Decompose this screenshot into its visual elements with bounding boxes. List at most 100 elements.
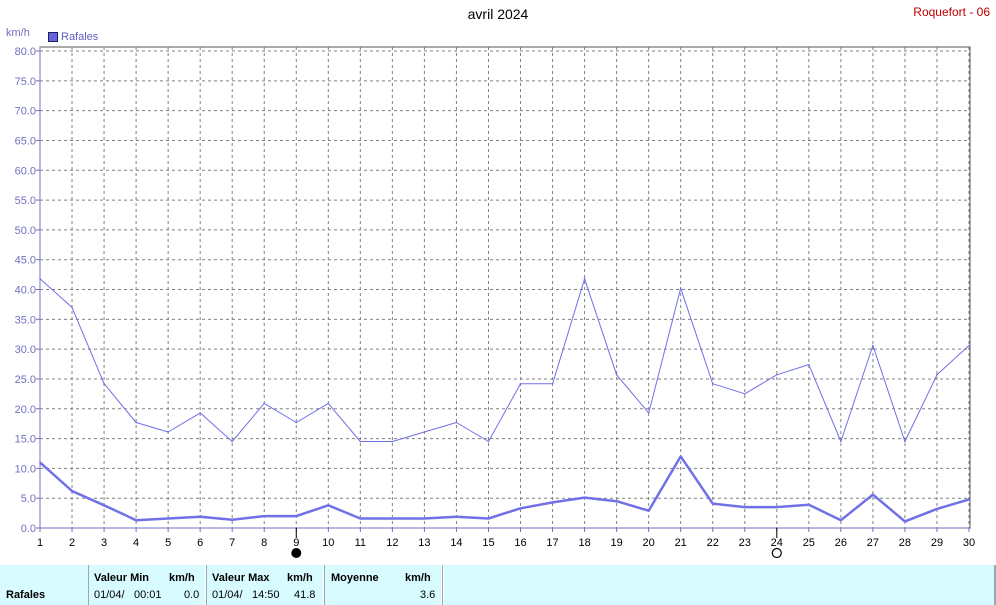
data-point xyxy=(711,502,714,505)
y-tick-label: 45.0 xyxy=(15,255,36,267)
data-point xyxy=(327,504,330,507)
data-point xyxy=(487,517,490,520)
y-tick-label: 70.0 xyxy=(15,106,36,118)
data-point xyxy=(199,412,201,414)
data-point xyxy=(231,440,234,443)
x-tick-label: 14 xyxy=(450,537,462,549)
series-line-rafales xyxy=(39,278,970,442)
data-point xyxy=(327,402,330,405)
data-point xyxy=(135,421,137,424)
x-tick-label: 27 xyxy=(867,537,879,549)
data-point xyxy=(359,440,362,443)
data-point xyxy=(936,373,938,376)
data-point xyxy=(872,344,874,347)
x-tick-label: 13 xyxy=(418,537,430,549)
y-tick-label: 35.0 xyxy=(15,314,36,326)
x-tick-label: 15 xyxy=(482,537,494,549)
x-tick-label: 1 xyxy=(37,537,43,549)
data-point xyxy=(615,500,618,502)
data-point xyxy=(71,306,73,309)
x-tick-label: 4 xyxy=(133,537,139,549)
x-tick-label: 2 xyxy=(69,537,75,549)
y-tick-label: 80.0 xyxy=(15,46,36,58)
data-point xyxy=(647,412,650,414)
y-axis-unit: km/h xyxy=(6,27,30,39)
x-tick-label: 23 xyxy=(739,537,751,549)
grid-layer xyxy=(39,46,971,529)
data-point xyxy=(455,515,458,518)
x-tick-label: 8 xyxy=(261,537,267,549)
max-unit: km/h xyxy=(287,572,313,584)
data-point xyxy=(936,508,938,510)
x-tick-label: 7 xyxy=(229,537,235,549)
x-tick-label: 24 xyxy=(771,537,783,549)
legend-swatch xyxy=(48,32,58,42)
data-point xyxy=(391,517,394,520)
data-point xyxy=(583,277,586,280)
x-tick-label: 29 xyxy=(931,537,943,549)
x-tick-label: 9 xyxy=(293,537,299,549)
data-point xyxy=(263,402,266,405)
data-point xyxy=(679,455,682,458)
data-point xyxy=(263,515,266,517)
data-point xyxy=(551,382,554,385)
y-tick-label: 20.0 xyxy=(15,404,36,416)
x-axis: 1 2 3 4 5 6 7 8 9 10 11 12 13 14 15 16 17 18 19 20 21 22 23 24 2… xyxy=(37,527,975,549)
data-point xyxy=(743,506,746,508)
x-tick-label: 20 xyxy=(643,537,655,549)
full-moon-icon xyxy=(771,547,782,559)
x-tick-label: 12 xyxy=(386,537,398,549)
stats-min-cell: Valeur Min km/h 01/04/ 00:01 0.0 xyxy=(88,565,206,605)
y-tick-label: 30.0 xyxy=(15,344,36,356)
data-point xyxy=(167,431,169,433)
new-moon-icon xyxy=(291,548,302,558)
min-date: 01/04/ xyxy=(94,589,125,601)
y-tick-label: 5.0 xyxy=(21,493,36,505)
x-tick-label: 3 xyxy=(101,537,107,549)
x-tick-label: 26 xyxy=(835,537,847,549)
avg-unit: km/h xyxy=(405,572,431,584)
wind-gust-chart: 0.0 5.0 10.0 15.0 20.0 25.0 30.0 35.0 40.0 45.0 50… xyxy=(15,46,975,559)
data-point xyxy=(295,515,298,517)
data-point xyxy=(167,517,169,520)
moon-phase-markers xyxy=(291,528,782,559)
legend: Rafales xyxy=(48,31,98,43)
station-name: Roquefort - 06 xyxy=(913,5,990,19)
data-point xyxy=(519,382,522,385)
y-tick-label: 75.0 xyxy=(15,76,36,88)
data-point xyxy=(647,509,650,512)
stats-avg-cell: Moyenne km/h 3.6 xyxy=(324,565,442,605)
x-tick-label: 11 xyxy=(355,537,366,549)
data-point xyxy=(904,520,906,523)
data-point xyxy=(103,382,105,385)
stats-max-cell: Valeur Max km/h 01/04/ 14:50 41.8 xyxy=(206,565,324,605)
data-point xyxy=(231,518,234,521)
data-point xyxy=(39,461,41,464)
legend-label: Rafales xyxy=(61,31,99,43)
y-tick-label: 50.0 xyxy=(15,225,36,237)
data-point xyxy=(775,373,778,376)
plot-frame xyxy=(39,46,971,529)
data-point xyxy=(487,440,490,443)
y-tick-label: 25.0 xyxy=(15,374,36,386)
series-line-series-2 xyxy=(39,455,970,523)
y-tick-label: 60.0 xyxy=(15,165,36,177)
data-point xyxy=(423,517,426,520)
stats-right-border xyxy=(994,565,996,605)
x-tick-label: 30 xyxy=(963,537,975,549)
x-tick-label: 6 xyxy=(197,537,203,549)
max-header: Valeur Max xyxy=(212,572,270,584)
x-tick-label: 16 xyxy=(514,537,526,549)
avg-value: 3.6 xyxy=(420,589,436,601)
data-point xyxy=(135,519,137,522)
data-point xyxy=(808,503,810,506)
stats-divider xyxy=(442,565,444,605)
data-point xyxy=(711,382,714,385)
data-point xyxy=(775,506,778,508)
data-point xyxy=(583,496,586,499)
x-tick-label: 17 xyxy=(546,537,558,549)
x-tick-label: 22 xyxy=(707,537,719,549)
y-tick-label: 15.0 xyxy=(15,434,36,446)
data-point xyxy=(968,498,970,501)
avg-header: Moyenne xyxy=(331,572,379,584)
